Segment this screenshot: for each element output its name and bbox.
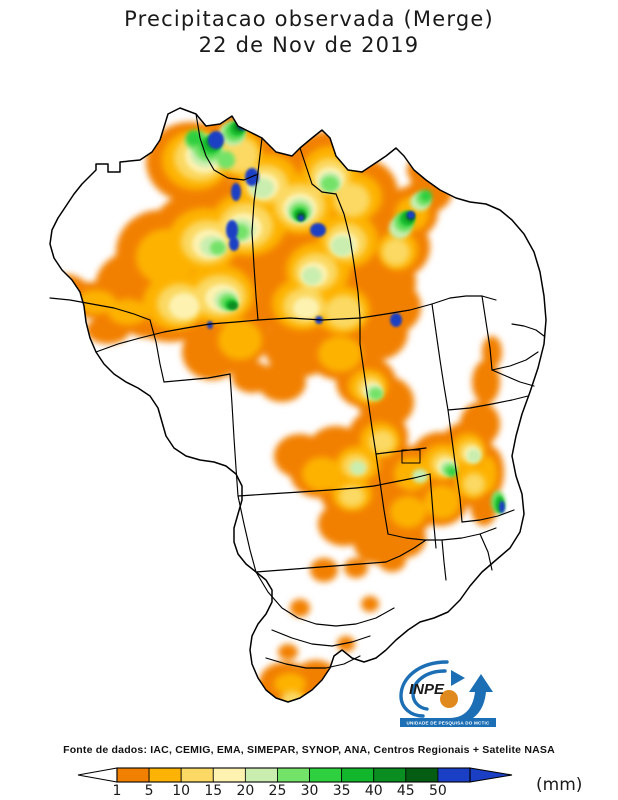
colorbar-tick-30: 30 [301,783,319,798]
colorbar-tick-25: 25 [269,783,287,798]
colorbar-tick-1: 1 [113,783,122,798]
colorbar-band-40 [373,767,407,783]
inpe-logo: INPE UNIDADE DE PESQUISA DO MCTIC [389,652,511,728]
colorbar-band-45 [405,767,439,783]
colorbar-units-label: (mm) [536,775,582,795]
logo-wordmark: INPE [409,681,445,698]
inpe-logo-graphic: INPE UNIDADE DE PESQUISA DO MCTIC [399,660,496,727]
colorbar-band-35 [341,767,375,783]
colorbar-band-25 [277,767,310,783]
logo-rising-arrow [449,674,493,724]
data-source-note: Fonte de dados: IAC, CEMIG, EMA, SIMEPAR… [63,744,555,756]
logo-swirl-arrowhead [451,670,465,686]
colorbar-tick-35: 35 [333,783,351,798]
colorbar-band-5 [148,767,182,783]
colorbar-band-20 [244,767,278,783]
colorbar-band-15 [212,767,246,783]
state-boundaries [49,113,545,669]
colorbar-tick-45: 45 [397,783,415,798]
title-line-1: Precipitacao observada (Merge) [124,7,494,31]
colorbar-above-max-arrow [469,767,513,783]
colorbar-tick-15: 15 [204,783,222,798]
colorbar-outline [116,767,471,783]
map-canvas [0,52,618,742]
brazil-precipitation-map [49,107,547,703]
colorbar-band-1 [116,767,150,783]
colorbar-tick-20: 20 [236,783,254,798]
colorbar-tick-10: 10 [172,783,190,798]
colorbar-band-30 [309,767,343,783]
colorbar-svg: 1 5 10 15 20 25 30 35 40 45 50 (mm) [77,767,582,798]
brazil-outline [49,107,547,703]
colorbar-legend: 1 5 10 15 20 25 30 35 40 45 50 (mm) [0,764,618,798]
colorbar-tick-labels: 1 5 10 15 20 25 30 35 40 45 50 [113,783,447,798]
logo-tagline: UNIDADE DE PESQUISA DO MCTIC [406,721,490,726]
colorbar-band-50 [437,767,471,783]
colorbar-below-min-arrow [77,767,118,783]
colorbar-band-10 [180,767,214,783]
page-title: Precipitacao observada (Merge) 22 de Nov… [0,6,618,58]
logo-sphere [440,690,458,708]
colorbar-tick-40: 40 [365,783,383,798]
title-line-2: 22 de Nov de 2019 [198,33,420,57]
colorbar-tick-5: 5 [145,783,154,798]
logo-swirl-outer [399,660,449,718]
logo-tagline-banner [400,718,496,727]
logo-swirl-inner [411,669,447,711]
colorbar-bands [116,767,471,783]
precipitation-field [50,108,505,702]
colorbar-tick-50: 50 [429,783,447,798]
